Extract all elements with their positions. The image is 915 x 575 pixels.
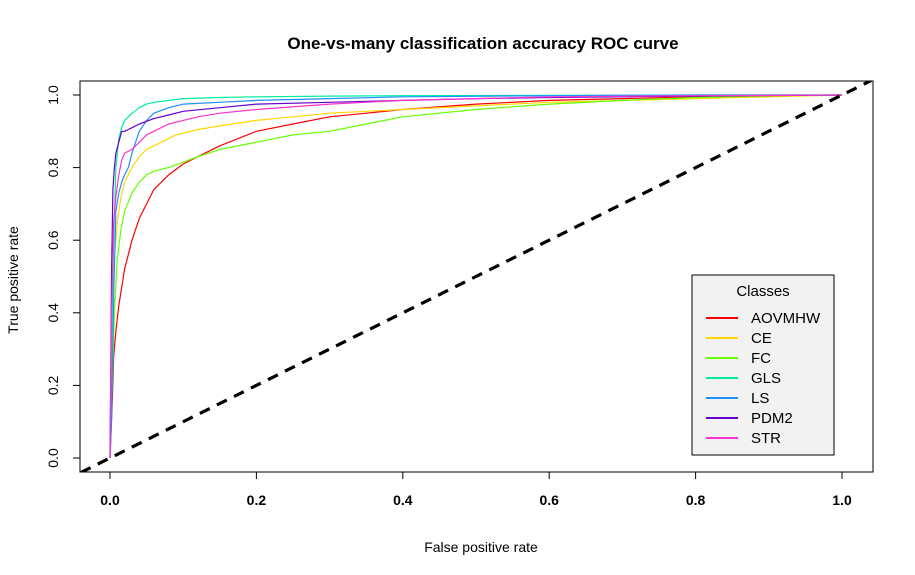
legend: Classes AOVMHW CE FC GLS LS PDM2 STR <box>691 274 835 456</box>
y-axis: 0.0 0.2 0.4 0.6 0.8 1.0 <box>45 85 81 468</box>
roc-line-ls <box>109 94 842 459</box>
legend-label-fc: FC <box>751 350 771 367</box>
x-tick-label: 1.0 <box>832 492 852 508</box>
legend-label-ls: LS <box>751 390 769 407</box>
y-tick-label: 1.0 <box>45 85 61 105</box>
x-tick-label: 0.0 <box>100 492 120 508</box>
x-tick-label: 0.6 <box>539 492 559 508</box>
y-tick-label: 0.6 <box>45 230 61 250</box>
legend-label-aovmhw: AOVMHW <box>751 310 821 327</box>
roc-line-str <box>109 94 843 459</box>
legend-title: Classes <box>736 283 789 300</box>
roc-line-ce <box>109 94 843 459</box>
legend-label-pdm2: PDM2 <box>751 410 793 427</box>
x-axis-label: False positive rate <box>424 539 538 555</box>
legend-label-gls: GLS <box>751 370 781 387</box>
roc-line-fc <box>109 94 843 459</box>
roc-line-gls <box>109 94 842 459</box>
y-axis-label: True positive rate <box>5 226 21 334</box>
plot-area <box>80 81 872 472</box>
x-tick-label: 0.2 <box>247 492 267 508</box>
x-axis: 0.0 0.2 0.4 0.6 0.8 1.0 <box>100 471 852 508</box>
diagonal-reference-line <box>80 81 872 472</box>
legend-label-ce: CE <box>751 330 772 347</box>
y-tick-label: 0.8 <box>45 158 61 178</box>
y-tick-label: 0.4 <box>45 303 61 323</box>
chart-title: One-vs-many classification accuracy ROC … <box>287 34 678 53</box>
x-tick-label: 0.8 <box>686 492 706 508</box>
legend-box <box>691 274 835 456</box>
y-tick-label: 0.0 <box>45 448 61 468</box>
y-tick-label: 0.2 <box>45 375 61 395</box>
legend-label-str: STR <box>751 430 781 447</box>
plot-frame <box>79 80 874 473</box>
x-tick-label: 0.4 <box>393 492 413 508</box>
